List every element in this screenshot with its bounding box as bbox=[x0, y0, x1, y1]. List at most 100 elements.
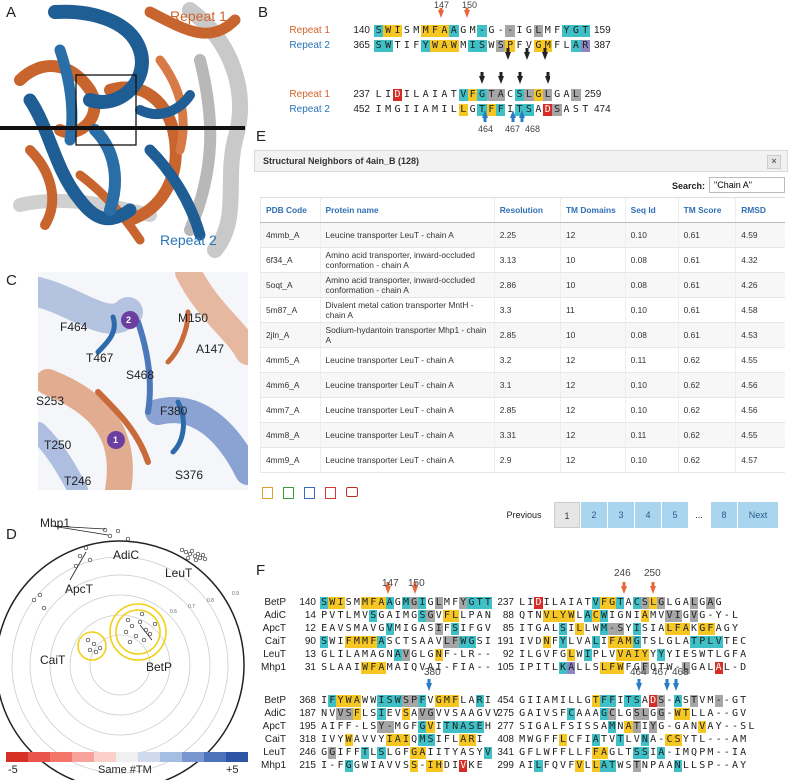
family-mhp1: Mhp1 bbox=[40, 516, 71, 530]
table-row[interactable]: 4mm8_A Leucine transporter LeuT - chain A… bbox=[260, 422, 785, 448]
neighbor-point bbox=[85, 637, 91, 643]
page-5-button[interactable]: 5 bbox=[662, 502, 688, 528]
table-cell: 4mmb_A bbox=[260, 222, 320, 248]
residue-t246: T246 bbox=[64, 474, 92, 488]
f-marker-467: 467 bbox=[652, 667, 669, 678]
sequence-start: 454 bbox=[497, 695, 514, 706]
ring-label: 0.9 bbox=[232, 591, 239, 597]
sequence-start: 215 bbox=[299, 760, 316, 771]
pdf-icon[interactable] bbox=[325, 487, 336, 499]
table-row[interactable]: 4mm7_A Leucine transporter LeuT - chain A… bbox=[260, 397, 785, 423]
previous-button[interactable]: Previous bbox=[506, 510, 542, 520]
table-cell: Sodium-hydantoin transporter Mhp1 - chai… bbox=[319, 322, 495, 348]
sequence-name: LeuT bbox=[263, 649, 286, 660]
table-row[interactable]: 6f34_A Amino acid transporter, inward-occ… bbox=[260, 247, 785, 273]
table-cell: 5m87_A bbox=[260, 297, 320, 323]
neighbor-point bbox=[37, 592, 43, 598]
sequence-start: 88 bbox=[502, 610, 514, 621]
table-cell: 4mm6_A bbox=[260, 372, 320, 398]
column-header[interactable]: Protein name bbox=[319, 197, 495, 223]
alignment-row: Repeat 2 452 I M G I I A M I L L G T F F I T S A D S A S T 474 bbox=[270, 103, 611, 116]
alignment-row: AdiC 187 N V V S F L S I E V S A V G V V S A A G V V bbox=[252, 707, 500, 720]
alignment-row: CaiT 318 I V Y W A V V Y I A I Q M S I F L A R I bbox=[252, 733, 484, 746]
page-1-button[interactable]: 1 bbox=[554, 502, 580, 528]
table-cell: Leucine transporter LeuT - chain A bbox=[319, 397, 495, 423]
table-cell: 0.10 bbox=[624, 447, 679, 473]
table-row[interactable]: 2jln_A Sodium-hydantoin transporter Mhp1 … bbox=[260, 322, 785, 348]
alignment-row: Repeat 1 140 S W I S M M F A A G M - G - - I G L M F Y G T 159 bbox=[270, 24, 611, 37]
search-input[interactable] bbox=[709, 177, 785, 193]
family-alignment-arrows bbox=[385, 582, 679, 691]
column-header[interactable]: TM Score bbox=[677, 197, 736, 223]
table-row[interactable]: 4mmb_A Leucine transporter LeuT - chain A… bbox=[260, 222, 785, 248]
f-marker-147: 147 bbox=[382, 578, 399, 589]
colorbar-swatch bbox=[138, 752, 160, 762]
alignment-row: 408 M W G F F L C F I A T V T L V N A - C S Y T L - - - A M bbox=[490, 733, 747, 746]
page-2-button[interactable]: 2 bbox=[581, 502, 607, 528]
neighbors-table: PDB Code Protein name Resolution TM Domains… bbox=[260, 197, 785, 473]
column-header[interactable]: TM Domains bbox=[559, 197, 626, 223]
table-cell: 3.2 bbox=[493, 347, 561, 373]
neighbor-point bbox=[123, 629, 129, 635]
alignment-row: 299 A I L F Q V F V L L A T W S T N P A A N L L S P - - A Y bbox=[490, 759, 747, 772]
sequence-start: 105 bbox=[497, 662, 514, 673]
print-icon[interactable] bbox=[346, 487, 358, 497]
table-cell: 11 bbox=[559, 297, 626, 323]
page-8-button[interactable]: 8 bbox=[711, 502, 737, 528]
table-cell: 10 bbox=[559, 322, 626, 348]
site-2-label: 2 bbox=[126, 315, 132, 325]
table-cell: 2.25 bbox=[493, 222, 561, 248]
neighbor-point bbox=[133, 633, 139, 639]
family-apct: ApcT bbox=[65, 582, 94, 596]
table-row[interactable]: 4mm6_A Leucine transporter LeuT - chain A… bbox=[260, 372, 785, 398]
sequence-end: 387 bbox=[593, 40, 611, 51]
table-cell: Leucine transporter LeuT - chain A bbox=[319, 222, 495, 248]
table-cell: 3.1 bbox=[493, 372, 561, 398]
table-row[interactable]: 4mm5_A Leucine transporter LeuT - chain A… bbox=[260, 347, 785, 373]
column-header[interactable]: RMSD bbox=[735, 197, 785, 223]
table-cell: 0.62 bbox=[677, 422, 736, 448]
neighbor-point bbox=[202, 556, 208, 562]
table-cell: 0.10 bbox=[624, 222, 679, 248]
table-row[interactable]: 4mm9_A Leucine transporter LeuT - chain A… bbox=[260, 447, 785, 473]
sequence-end: 159 bbox=[593, 25, 611, 36]
sequence-name: AdiC bbox=[264, 708, 286, 719]
table-row[interactable]: 5m87_A Divalent metal cation transporter … bbox=[260, 297, 785, 323]
neighbor-point bbox=[115, 528, 121, 534]
copy-icon[interactable] bbox=[262, 487, 273, 499]
sequence-name: ApcT bbox=[262, 721, 286, 732]
alignment-row: 92 I L G V F G L W I P L V V A I Y Y Y Y I E S W T L G F A bbox=[490, 648, 747, 661]
close-button[interactable]: × bbox=[767, 155, 781, 169]
sequence-start: 90 bbox=[304, 636, 316, 647]
sequence-start: 341 bbox=[497, 747, 514, 758]
table-cell: 4.53 bbox=[735, 322, 785, 348]
residue-f464: F464 bbox=[60, 320, 88, 334]
alignment-row: BetP 368 I F Y W A W W I S W S P F V G M F L A R I bbox=[252, 694, 492, 707]
csv-icon[interactable] bbox=[304, 487, 315, 499]
column-header[interactable]: Seq Id bbox=[624, 197, 679, 223]
sequence-start: 31 bbox=[304, 662, 316, 673]
residue-s468: S468 bbox=[126, 368, 155, 382]
alignment-row: ApcT 195 A I F F - L S Y - M G F G V I T N A S E H bbox=[252, 720, 492, 733]
table-row[interactable]: 5oqt_A Amino acid transporter, inward-occ… bbox=[260, 272, 785, 298]
f-marker-246: 246 bbox=[614, 568, 631, 579]
neighbor-point bbox=[192, 553, 198, 559]
neighbor-point bbox=[200, 552, 206, 558]
column-header[interactable]: Resolution bbox=[493, 197, 561, 223]
sequence-start: 13 bbox=[304, 649, 316, 660]
table-cell: 2.85 bbox=[493, 322, 561, 348]
excel-icon[interactable] bbox=[283, 487, 294, 499]
page-3-button[interactable]: 3 bbox=[608, 502, 634, 528]
next-button[interactable]: Next bbox=[738, 502, 778, 528]
column-header[interactable]: PDB Code bbox=[260, 197, 320, 223]
page-4-button[interactable]: 4 bbox=[635, 502, 661, 528]
